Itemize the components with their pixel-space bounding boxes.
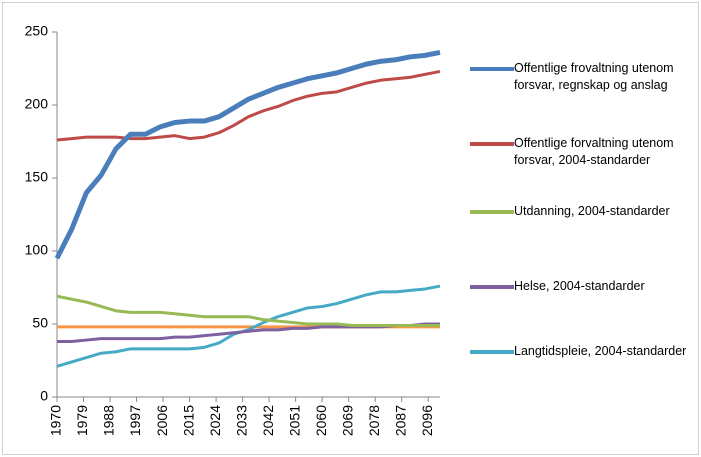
- y-tick-label: 50: [32, 315, 48, 331]
- series-line: [56, 294, 440, 327]
- x-tick-label: 1979: [74, 405, 90, 436]
- x-tick-label: 1988: [101, 405, 117, 436]
- x-tick-label: 2042: [260, 405, 276, 436]
- x-tick-label: 2051: [286, 405, 302, 436]
- legend-entry: Offentlige forvaltning utenom forsvar, 2…: [470, 135, 689, 169]
- x-tick-label: 2087: [392, 405, 408, 436]
- y-tick-label: 100: [25, 242, 49, 258]
- x-tick-label: 2024: [207, 405, 223, 436]
- y-tick-label: 0: [40, 388, 48, 404]
- legend-swatch: [470, 285, 514, 289]
- legend-label: Offentlige frovaltning utenom forsvar, r…: [514, 61, 674, 92]
- legend-swatch: [470, 210, 514, 214]
- legend-label: Offentlige forvaltning utenom forsvar, 2…: [514, 136, 674, 167]
- legend-swatch: [470, 67, 514, 71]
- x-tick-label: 2078: [366, 405, 382, 436]
- legend-label: Helse, 2004-standarder: [514, 279, 645, 293]
- legend-entry: Helse, 2004-standarder: [470, 278, 689, 295]
- legend-entry: Offentlige frovaltning utenom forsvar, r…: [470, 60, 689, 94]
- legend-swatch: [470, 142, 514, 146]
- x-tick-label: 2033: [233, 405, 249, 436]
- legend-entry: Langtidspleie, 2004-standarder: [470, 343, 689, 360]
- legend-label: Utdanning, 2004-standarder: [514, 204, 670, 218]
- x-tick-label: 2069: [339, 405, 355, 436]
- series-line: [54, 49, 441, 260]
- y-tick-label: 150: [25, 169, 49, 185]
- legend-label: Langtidspleie, 2004-standarder: [514, 344, 687, 358]
- x-tick-label: 2015: [180, 405, 196, 436]
- y-tick-label: 200: [25, 96, 49, 112]
- legend-entry: Utdanning, 2004-standarder: [470, 203, 689, 220]
- legend-swatch: [470, 350, 514, 354]
- y-tick-label: 250: [25, 23, 49, 39]
- x-tick-label: 1970: [48, 405, 64, 436]
- x-tick-label: 1997: [127, 405, 143, 436]
- x-tick-label: 2060: [313, 405, 329, 436]
- series-line: [56, 69, 441, 142]
- x-tick-label: 2096: [419, 405, 435, 436]
- x-tick-label: 2006: [154, 405, 170, 436]
